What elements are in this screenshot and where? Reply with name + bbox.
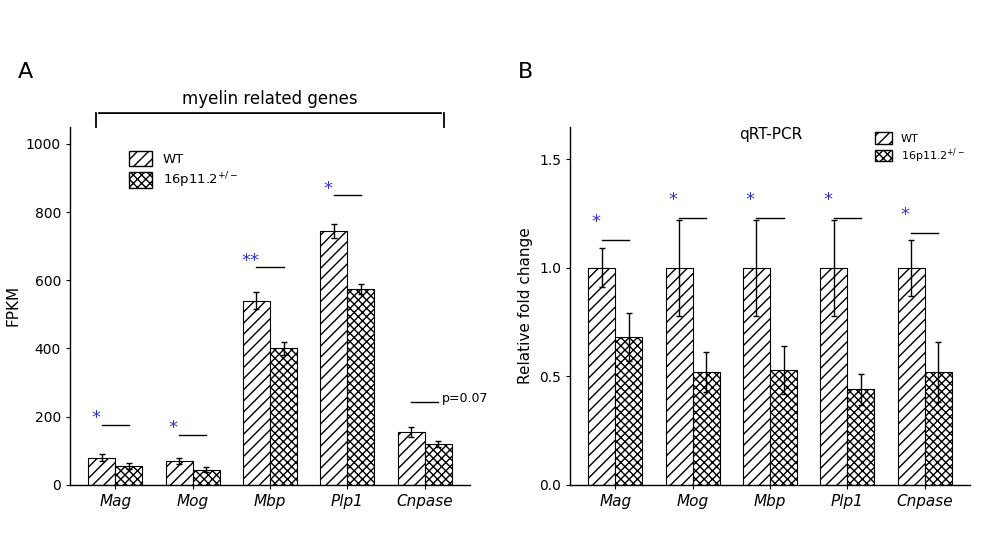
Bar (243, 301, 270, 485)
Bar (925, 372, 952, 485)
Text: myelin related genes: myelin related genes (182, 90, 358, 108)
Text: **: ** (241, 252, 259, 270)
Bar (898, 268, 925, 485)
Text: *: * (901, 207, 910, 224)
Bar (615, 337, 642, 485)
Bar (820, 268, 847, 485)
Legend: WT, 16p11.2$^{+/-}$: WT, 16p11.2$^{+/-}$ (875, 132, 964, 165)
Text: B: B (518, 62, 533, 82)
Text: *: * (823, 191, 832, 209)
Bar (398, 432, 425, 485)
Bar (770, 370, 797, 485)
Text: *: * (591, 213, 600, 231)
Bar (320, 231, 347, 485)
Y-axis label: FPKM: FPKM (5, 285, 20, 326)
Bar (693, 372, 720, 485)
Bar (588, 268, 615, 485)
Bar (88, 457, 115, 485)
Text: *: * (323, 180, 332, 198)
Text: p=0.07: p=0.07 (442, 392, 489, 405)
Bar (847, 390, 874, 485)
Text: *: * (168, 419, 177, 437)
Text: A: A (18, 62, 33, 82)
Bar (166, 461, 193, 485)
Text: *: * (746, 191, 755, 209)
Text: *: * (91, 409, 100, 427)
Bar (193, 469, 220, 485)
Bar (115, 466, 142, 485)
Bar (743, 268, 770, 485)
Bar (347, 289, 374, 485)
Legend: WT, 16p11.2$^{+/-}$: WT, 16p11.2$^{+/-}$ (129, 151, 239, 190)
Y-axis label: Relative fold change: Relative fold change (518, 228, 533, 384)
Text: *: * (668, 191, 677, 209)
Bar (270, 348, 297, 485)
Bar (425, 444, 452, 485)
Text: qRT-PCR: qRT-PCR (739, 127, 802, 142)
Bar (666, 268, 693, 485)
